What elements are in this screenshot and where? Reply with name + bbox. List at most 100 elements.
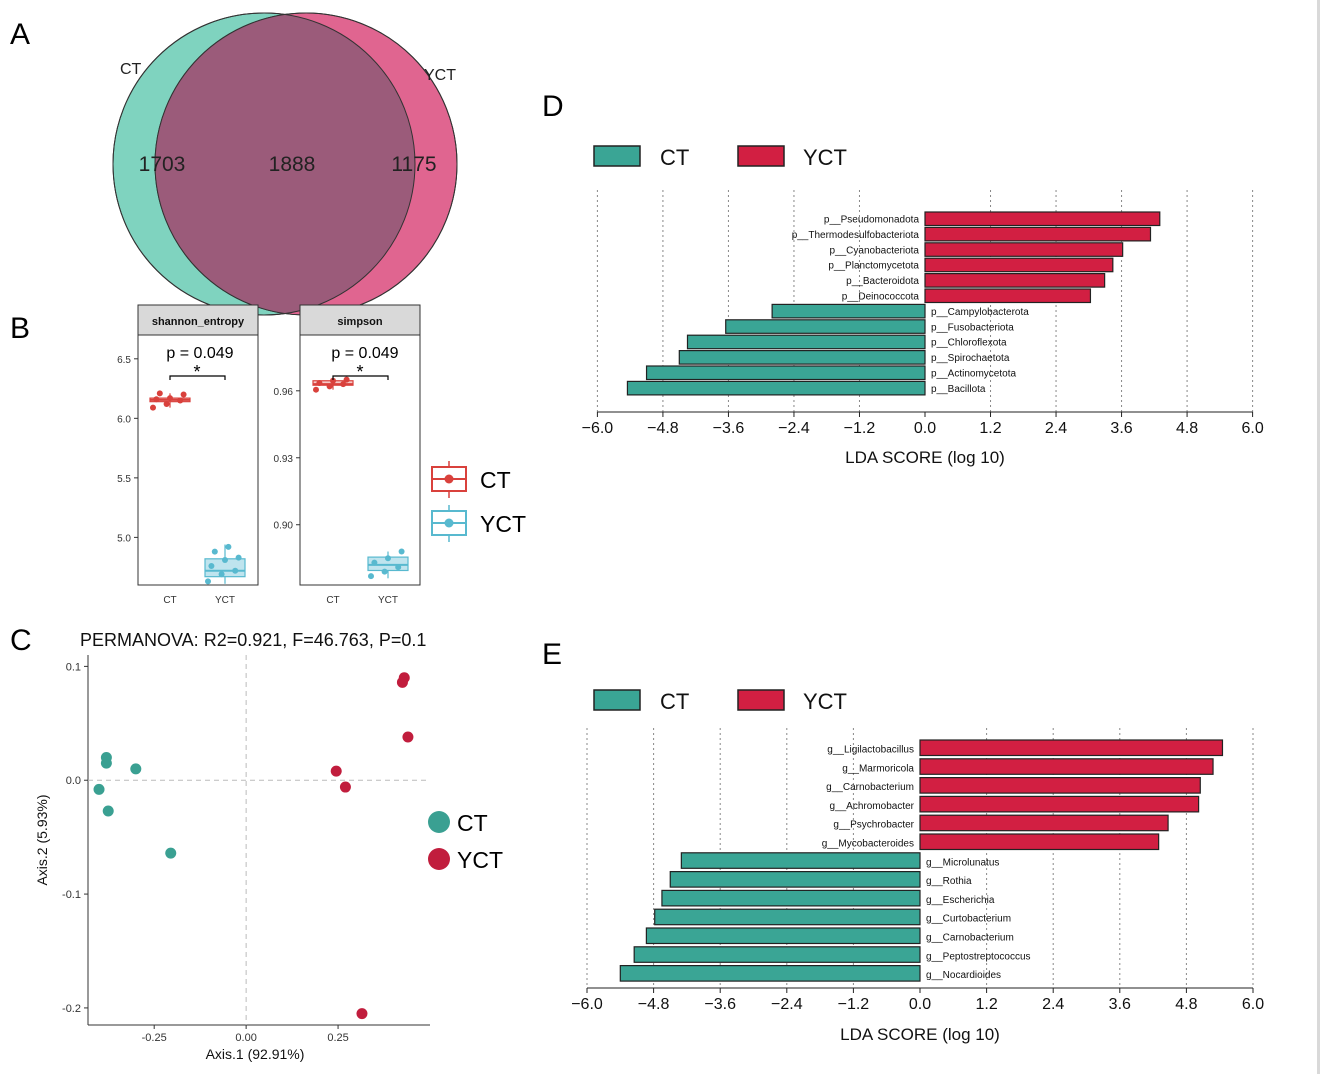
box-point xyxy=(167,395,173,402)
lda-bar-p-fusobacteriota xyxy=(725,319,926,334)
lda-xtick-label: 6.0 xyxy=(1242,996,1264,1013)
lda-bar-label: g__Marmoricola xyxy=(842,763,914,774)
pcoa-point-ct xyxy=(165,847,177,859)
pcoa-ytick-label: -0.2 xyxy=(62,1003,81,1015)
lda-bar-p-campylobacterota xyxy=(771,303,926,319)
lda-bar-g-rothia xyxy=(669,870,921,888)
lda-xtick-label: 3.6 xyxy=(1109,996,1131,1013)
box-point xyxy=(150,404,156,411)
lda-bar-p-spirochaetota xyxy=(678,350,926,365)
lda-bar-p-chloroflexota xyxy=(686,334,926,350)
lda-xtick-label: −4.8 xyxy=(638,996,670,1013)
shannon-sig-star: * xyxy=(193,362,200,382)
pcoa-xtick-label: -0.25 xyxy=(142,1032,167,1044)
panel-label-d: D xyxy=(542,90,564,123)
lda-xtick-label: −4.8 xyxy=(647,420,679,437)
box-point xyxy=(381,568,388,575)
lda-d-legend-ct-key xyxy=(593,145,641,167)
box-point xyxy=(156,390,163,397)
lda-xtick-label: −1.2 xyxy=(838,996,870,1013)
facet-shannon-xtick-ct: CT xyxy=(163,595,176,606)
lda-bar-g-curtobacterium xyxy=(654,908,921,926)
box-point xyxy=(235,554,242,561)
alpha-legend-ct-key xyxy=(431,461,467,498)
box-point xyxy=(180,391,187,398)
simpson-sig-bracket xyxy=(332,375,389,380)
box-point xyxy=(153,396,160,403)
lda-bar-g-peptostreptococcus xyxy=(633,946,921,963)
lda-bar-label: p__Planctomycetota xyxy=(828,261,919,272)
lda-bar-label: p__Bacteroidota xyxy=(846,276,919,287)
panel-label-e: E xyxy=(542,638,562,671)
lda-bar-label: g__Escherichia xyxy=(926,895,995,906)
lda-e-legend-ct-label: CT xyxy=(660,689,689,714)
lda-bar-g-achromobacter xyxy=(919,795,1200,813)
lda-xtick-label: 1.2 xyxy=(979,420,1001,437)
simpson-p-value: p = 0.049 xyxy=(331,345,398,362)
lda-genus-panel: CT YCT −6.0 −4.8 −3.6 −2.4 −1.2 0.0 1.2 2.4 3.6 4… xyxy=(571,689,1264,1044)
ytick-label: 6.5 xyxy=(117,355,131,366)
lda-xtick-label: 2.4 xyxy=(1042,996,1064,1013)
pcoa-xlabel: Axis.1 (92.91%) xyxy=(206,1046,305,1062)
box-point xyxy=(205,578,211,585)
box-point xyxy=(218,571,225,578)
lda-bar-p-pseudomonadota xyxy=(924,211,1161,227)
lda-bar-label: g__Psychrobacter xyxy=(833,820,914,831)
facet-panel-shannon xyxy=(137,334,259,586)
lda-bar-g-carnobacterium xyxy=(645,927,921,945)
lda-bar-p-bacteroidota xyxy=(924,273,1106,288)
lda-xtick-label: −2.4 xyxy=(778,420,810,437)
box-point xyxy=(211,548,218,555)
box-point xyxy=(395,564,402,571)
box-point xyxy=(316,379,323,386)
pcoa-legend-yct-label: YCT xyxy=(457,847,503,873)
lda-bar-label: g__Achromobacter xyxy=(830,801,915,812)
lda-bar-label: p__Campylobacterota xyxy=(931,307,1029,318)
venn-overlap xyxy=(155,13,415,315)
box-point xyxy=(398,548,405,555)
lda-e-legend-yct-key xyxy=(737,689,785,711)
lda-bar-label: p__Spirochaetota xyxy=(931,353,1010,364)
ytick-label: 6.0 xyxy=(117,414,131,425)
lda-bar-label: p__Cyanobacteriota xyxy=(829,245,919,256)
lda-xtick-label: −3.6 xyxy=(713,420,745,437)
lda-bar-label: p__Chloroflexota xyxy=(931,338,1007,349)
lda-bar-label: p__Pseudomonadota xyxy=(824,215,920,226)
lda-bar-p-actinomycetota xyxy=(645,365,926,381)
pcoa-plot-area xyxy=(88,655,430,1025)
lda-bar-label: g__Carnobacterium xyxy=(826,782,914,793)
facet-strip-shannon-label: shannon_entropy xyxy=(152,316,245,328)
ytick-label: 5.0 xyxy=(117,533,131,544)
box-point xyxy=(368,573,374,580)
lda-bar-label: g__Mycobacteroides xyxy=(822,839,914,850)
box-point xyxy=(340,381,347,388)
lda-e-legend-ct-key xyxy=(593,689,641,711)
lda-xtick-label: 0.0 xyxy=(909,996,931,1013)
pcoa-xtick-label: 0.00 xyxy=(235,1032,256,1044)
lda-bar-g-microlunatus xyxy=(680,852,921,869)
lda-xtick-label: −2.4 xyxy=(771,996,803,1013)
lda-bar-label: p__Thermodesulfobacteriota xyxy=(792,230,920,241)
pcoa-point-ct xyxy=(93,783,105,795)
box-point xyxy=(330,377,336,384)
box-point xyxy=(222,557,228,563)
lda-bar-g-marmoricola xyxy=(919,758,1214,775)
facet-simpson-xtick-yct: YCT xyxy=(378,595,398,606)
pcoa-legend-yct-key xyxy=(428,848,450,870)
box-point xyxy=(225,543,232,550)
venn-yct-unique: 1175 xyxy=(391,153,436,176)
panel-label-a: A xyxy=(10,18,30,51)
alpha-legend-yct-key xyxy=(431,505,467,542)
pcoa-xtick-label: 0.25 xyxy=(327,1032,348,1044)
lda-bar-g-psychrobacter xyxy=(919,814,1169,832)
box-point xyxy=(371,559,378,566)
box-point xyxy=(343,376,350,383)
pcoa-point-ct xyxy=(100,757,112,769)
venn-yct-label: YCT xyxy=(424,67,456,84)
lda-bar-p-planctomycetota xyxy=(924,257,1114,273)
venn-ct-label: CT xyxy=(120,61,142,78)
box-point xyxy=(208,562,215,569)
lda-xtick-label: 0.0 xyxy=(914,420,936,437)
lda-phylum-panel: CT YCT −6.0 −4.8 −3.6 −2.4 −1.2 0.0 1.2 2.4 3.6 4… xyxy=(582,145,1264,467)
box-point xyxy=(177,397,184,404)
